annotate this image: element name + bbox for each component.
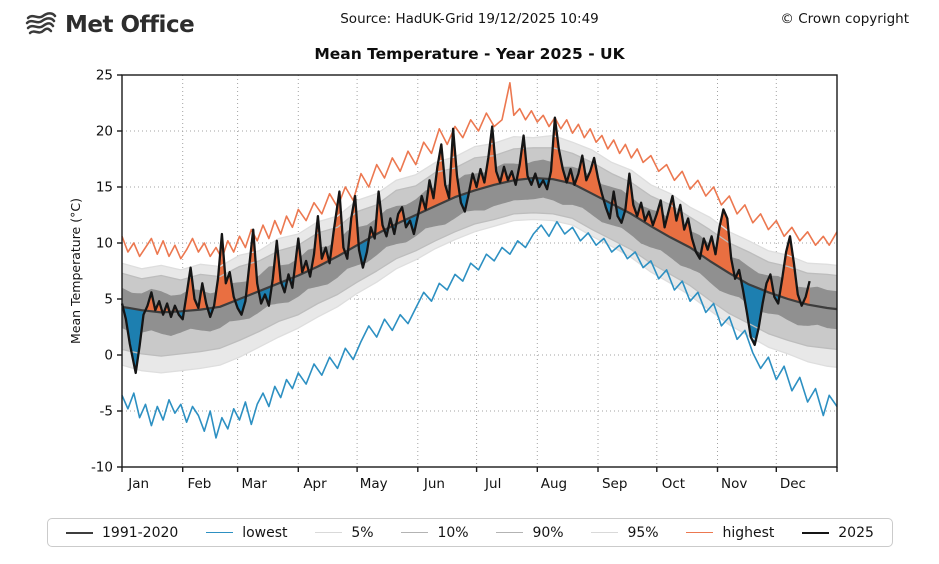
legend-label: 1991-2020 — [102, 524, 179, 541]
data-lines — [120, 82, 838, 439]
band-p25-p75 — [122, 159, 837, 336]
plot-border — [121, 74, 838, 468]
y-tick-label--5: -5 — [100, 404, 113, 420]
x-tick-label-Nov: Nov — [721, 476, 747, 492]
legend-swatch — [66, 531, 93, 534]
x-tick-label-Jun: Jun — [423, 476, 445, 492]
legend-label: 5% — [351, 524, 374, 541]
legend-label: 95% — [627, 524, 659, 541]
met-office-waves-icon — [25, 12, 57, 35]
line-p90 — [121, 147, 838, 281]
anomaly-fills — [122, 117, 810, 373]
x-tick-label-Oct: Oct — [662, 476, 685, 492]
legend-label: lowest — [242, 524, 288, 541]
legend-label: highest — [722, 524, 775, 541]
legend-item-5-: 5% — [315, 524, 374, 541]
x-tick-label-Jan: Jan — [127, 476, 149, 492]
chart-legend: 1991-2020 lowest 5% 10% 90% 95% highest 2025 — [47, 518, 893, 547]
y-tick-label-0: 0 — [104, 348, 113, 364]
y-tick-label-25: 25 — [96, 68, 113, 84]
met-office-logo: Met Office — [24, 10, 195, 40]
legend-swatch — [802, 531, 830, 534]
chart-title: Mean Temperature - Year 2025 - UK — [314, 45, 625, 63]
legend-swatch — [206, 532, 234, 533]
y-tick-label-15: 15 — [96, 180, 113, 196]
y-tick-label--10: -10 — [91, 460, 113, 476]
x-tick-label-Jul: Jul — [484, 476, 501, 492]
legend-label: 2025 — [838, 524, 874, 541]
x-tick-label-Sep: Sep — [602, 476, 627, 492]
legend-item-lowest: lowest — [206, 524, 288, 541]
x-tick-label-May: May — [360, 476, 388, 492]
line-p10 — [121, 212, 838, 357]
legend-label: 10% — [437, 524, 469, 541]
line-lowest — [121, 220, 838, 439]
legend-swatch — [686, 532, 714, 533]
legend-swatch — [401, 532, 429, 533]
axes: -10 -5 0 5 10 15 20 25 Jan Feb Mar Apr May Jun Jul Aug S… — [68, 68, 838, 492]
legend-label: 90% — [532, 524, 564, 541]
line-2025 — [120, 116, 811, 375]
x-tick-label-Aug: Aug — [541, 476, 567, 492]
y-tick-label-20: 20 — [96, 124, 113, 140]
line-p95 — [121, 134, 838, 271]
legend-item-90-: 90% — [496, 524, 564, 541]
legend-item-highest: highest — [686, 525, 774, 541]
line-mean-1991-2020 — [121, 176, 838, 314]
line-p5 — [121, 218, 838, 374]
source-text: Source: HadUK-Grid 19/12/2025 10:49 — [340, 11, 599, 27]
chart-plot-area: -10 -5 0 5 10 15 20 25 Jan Feb Mar Apr May Jun Jul Aug S… — [68, 68, 838, 492]
y-tick-label-5: 5 — [104, 292, 113, 308]
copyright-text: © Crown copyright — [780, 11, 909, 27]
legend-item-95-: 95% — [591, 524, 659, 541]
legend-swatch — [591, 532, 619, 533]
y-axis-label: Mean Temperature (°C) — [68, 198, 83, 344]
line-highest — [121, 82, 838, 260]
fill-2025-above-mean — [122, 117, 810, 313]
legend-swatch — [315, 532, 343, 533]
legend-swatch — [496, 532, 524, 533]
legend-item-10-: 10% — [401, 524, 469, 541]
x-tick-label-Feb: Feb — [187, 476, 211, 492]
x-tick-label-Dec: Dec — [780, 476, 806, 492]
y-tick-label-10: 10 — [96, 236, 113, 252]
logo-text: Met Office — [65, 12, 195, 38]
x-tick-label-Mar: Mar — [241, 476, 267, 492]
legend-item-1991-2020: 1991-2020 — [66, 525, 178, 541]
legend-item-2025: 2025 — [802, 525, 874, 541]
x-tick-label-Apr: Apr — [303, 476, 327, 492]
percentile-lines — [121, 134, 838, 374]
